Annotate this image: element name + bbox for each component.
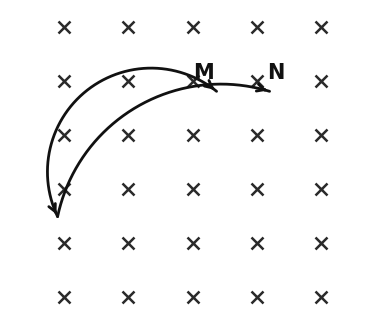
Text: M: M	[193, 63, 214, 83]
Text: N: N	[267, 63, 285, 83]
